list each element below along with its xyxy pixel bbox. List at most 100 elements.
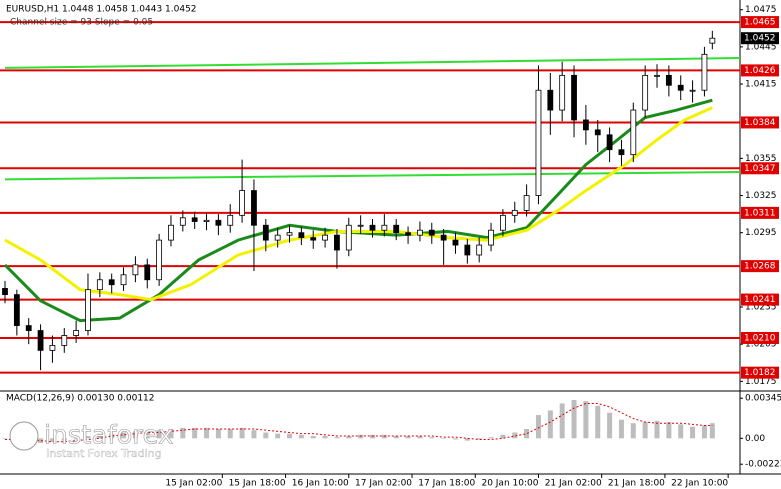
level-label: 1.0210: [744, 333, 776, 343]
candle-body: [334, 234, 340, 251]
y-tick-label: 1.0295: [745, 228, 777, 238]
candle-body: [381, 224, 388, 231]
logo-brand: instaforex: [44, 421, 173, 451]
candle-body: [156, 239, 163, 281]
macd-bar: [701, 425, 707, 439]
macd-bar: [524, 429, 530, 439]
level-label-box: [741, 260, 779, 273]
level-label-box: [741, 206, 779, 219]
macd-bar: [417, 435, 423, 439]
candle-body: [405, 232, 411, 236]
macd-bar: [690, 426, 696, 439]
macd-bar: [381, 434, 387, 439]
candle-body: [144, 264, 151, 281]
macd-y-tick-label: 0.00345: [745, 394, 781, 404]
candle-body: [571, 74, 577, 121]
level-label-box: [741, 331, 779, 344]
candle-body: [417, 229, 423, 236]
candle-body: [49, 345, 56, 351]
macd-bar: [156, 430, 162, 439]
logo-tagline: Instant Forex Trading: [46, 447, 162, 460]
macd-bar: [535, 415, 541, 439]
macd-bar: [547, 410, 553, 439]
logo: instaforex Instant Forex Trading: [9, 420, 174, 460]
macd-bar: [275, 433, 281, 439]
macd-bar: [287, 433, 293, 439]
macd-bar: [441, 438, 447, 439]
candle-body: [73, 330, 80, 336]
macd-bar: [678, 424, 684, 439]
channel-line: [4, 170, 741, 181]
candle-body: [630, 109, 637, 156]
candle-body: [665, 74, 672, 86]
macd-bar: [132, 431, 138, 439]
macd-bar: [607, 412, 613, 439]
candle-body: [25, 325, 32, 331]
candle-body: [594, 129, 601, 136]
macd-bar: [464, 438, 470, 441]
level-label-box: [741, 162, 779, 175]
level-label: 1.0311: [744, 208, 776, 218]
macd-bar: [38, 438, 44, 443]
macd-y-tick-label: 0.00: [745, 434, 765, 444]
macd-bar: [310, 435, 316, 439]
macd-bar: [452, 438, 458, 440]
level-label: 1.0384: [744, 118, 776, 128]
macd-bar: [180, 427, 186, 439]
candle-body: [108, 279, 115, 286]
x-tick-label: 17 Jan 18:00: [418, 479, 475, 489]
macd-bar: [642, 422, 648, 439]
candle-body: [476, 244, 483, 256]
macd-bar: [500, 434, 506, 439]
channel-info: Channel size = 93 Slope = 0.05: [10, 18, 153, 28]
candle-body: [709, 37, 716, 44]
macd-bar: [239, 427, 245, 439]
candle-body: [547, 89, 554, 111]
candle-body: [61, 335, 68, 346]
macd-bar: [571, 399, 577, 439]
level-label-box: [741, 16, 779, 29]
candle-body: [251, 190, 257, 226]
candle-body: [582, 119, 589, 131]
macd-bar: [61, 438, 67, 441]
candle-body: [464, 244, 471, 256]
macd-bar: [630, 423, 636, 439]
macd-bar: [346, 435, 352, 439]
candle-body: [96, 279, 103, 291]
plot: 1.0475 1.0445 1.0415 1.0355 1.0325 1.0295 1.02…: [0, 5, 781, 489]
level-label: 1.0241: [744, 295, 776, 305]
candle-body: [13, 294, 20, 326]
macd-label: MACD(12,26,9) 0.00130 0.00112: [6, 394, 155, 404]
candle-body: [642, 74, 649, 111]
candle-body: [440, 234, 447, 241]
candle-body: [677, 84, 684, 91]
candle-body: [689, 89, 696, 92]
candle-body: [37, 330, 44, 351]
macd-bar: [192, 427, 198, 439]
x-tick-label: 22 Jan 10:00: [671, 479, 728, 489]
candle-body: [298, 232, 305, 239]
candle-body: [535, 89, 542, 196]
macd-bar: [370, 434, 375, 439]
candle-body: [345, 224, 352, 251]
macd-bar: [298, 434, 304, 439]
y-tick-label: 1.0205: [745, 340, 777, 350]
y-tick-label: 1.0355: [745, 154, 777, 164]
macd-y-tick-label: -0.00223: [745, 460, 781, 470]
macd-bar: [488, 437, 494, 439]
macd-bar: [49, 438, 55, 442]
level-label-box: [741, 64, 779, 77]
macd-bar: [559, 403, 565, 439]
macd-bar: [204, 427, 210, 439]
candle-body: [191, 217, 198, 222]
macd-bar: [358, 434, 364, 439]
macd-bar: [109, 433, 115, 439]
candle-body: [618, 149, 625, 156]
macd-bar: [2, 438, 8, 439]
candle-body: [606, 134, 613, 151]
macd-bar: [476, 438, 482, 440]
level-label-box: [741, 116, 779, 129]
candle-body: [262, 224, 269, 241]
macd-bar: [709, 423, 715, 439]
